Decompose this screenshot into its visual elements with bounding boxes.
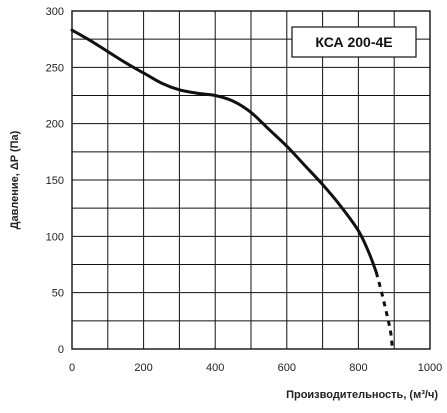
x-tick-label: 200 — [134, 362, 152, 374]
legend-series-label: КСА 200-4E — [315, 34, 392, 50]
x-tick-label: 1000 — [418, 362, 442, 374]
legend: КСА 200-4E — [291, 26, 417, 58]
y-axis-title: Давление, ΔP (Па) — [9, 130, 21, 229]
x-axis-title: Производительность, (м³/ч) — [286, 389, 438, 401]
series-line-dashed — [374, 272, 394, 350]
x-tick-label: 0 — [69, 362, 75, 374]
y-tick-label: 300 — [46, 6, 64, 18]
x-tick-label: 800 — [349, 362, 367, 374]
y-tick-label: 250 — [46, 62, 64, 74]
axes — [71, 10, 431, 350]
x-tick-label: 600 — [278, 362, 296, 374]
plot-frame — [71, 10, 431, 350]
series-lines — [70, 28, 394, 350]
x-tick-label: 400 — [206, 362, 224, 374]
y-tick-label: 200 — [46, 119, 64, 131]
y-tick-label: 0 — [58, 344, 64, 356]
tick-labels: 0 200 400 600 800 1000 0 50 100 150 200 250 300 — [46, 6, 443, 374]
y-tick-label: 50 — [52, 288, 64, 300]
y-tick-label: 100 — [46, 231, 64, 243]
y-tick-label: 150 — [46, 175, 64, 187]
series-line-solid — [70, 28, 378, 274]
legend-background — [291, 26, 417, 58]
